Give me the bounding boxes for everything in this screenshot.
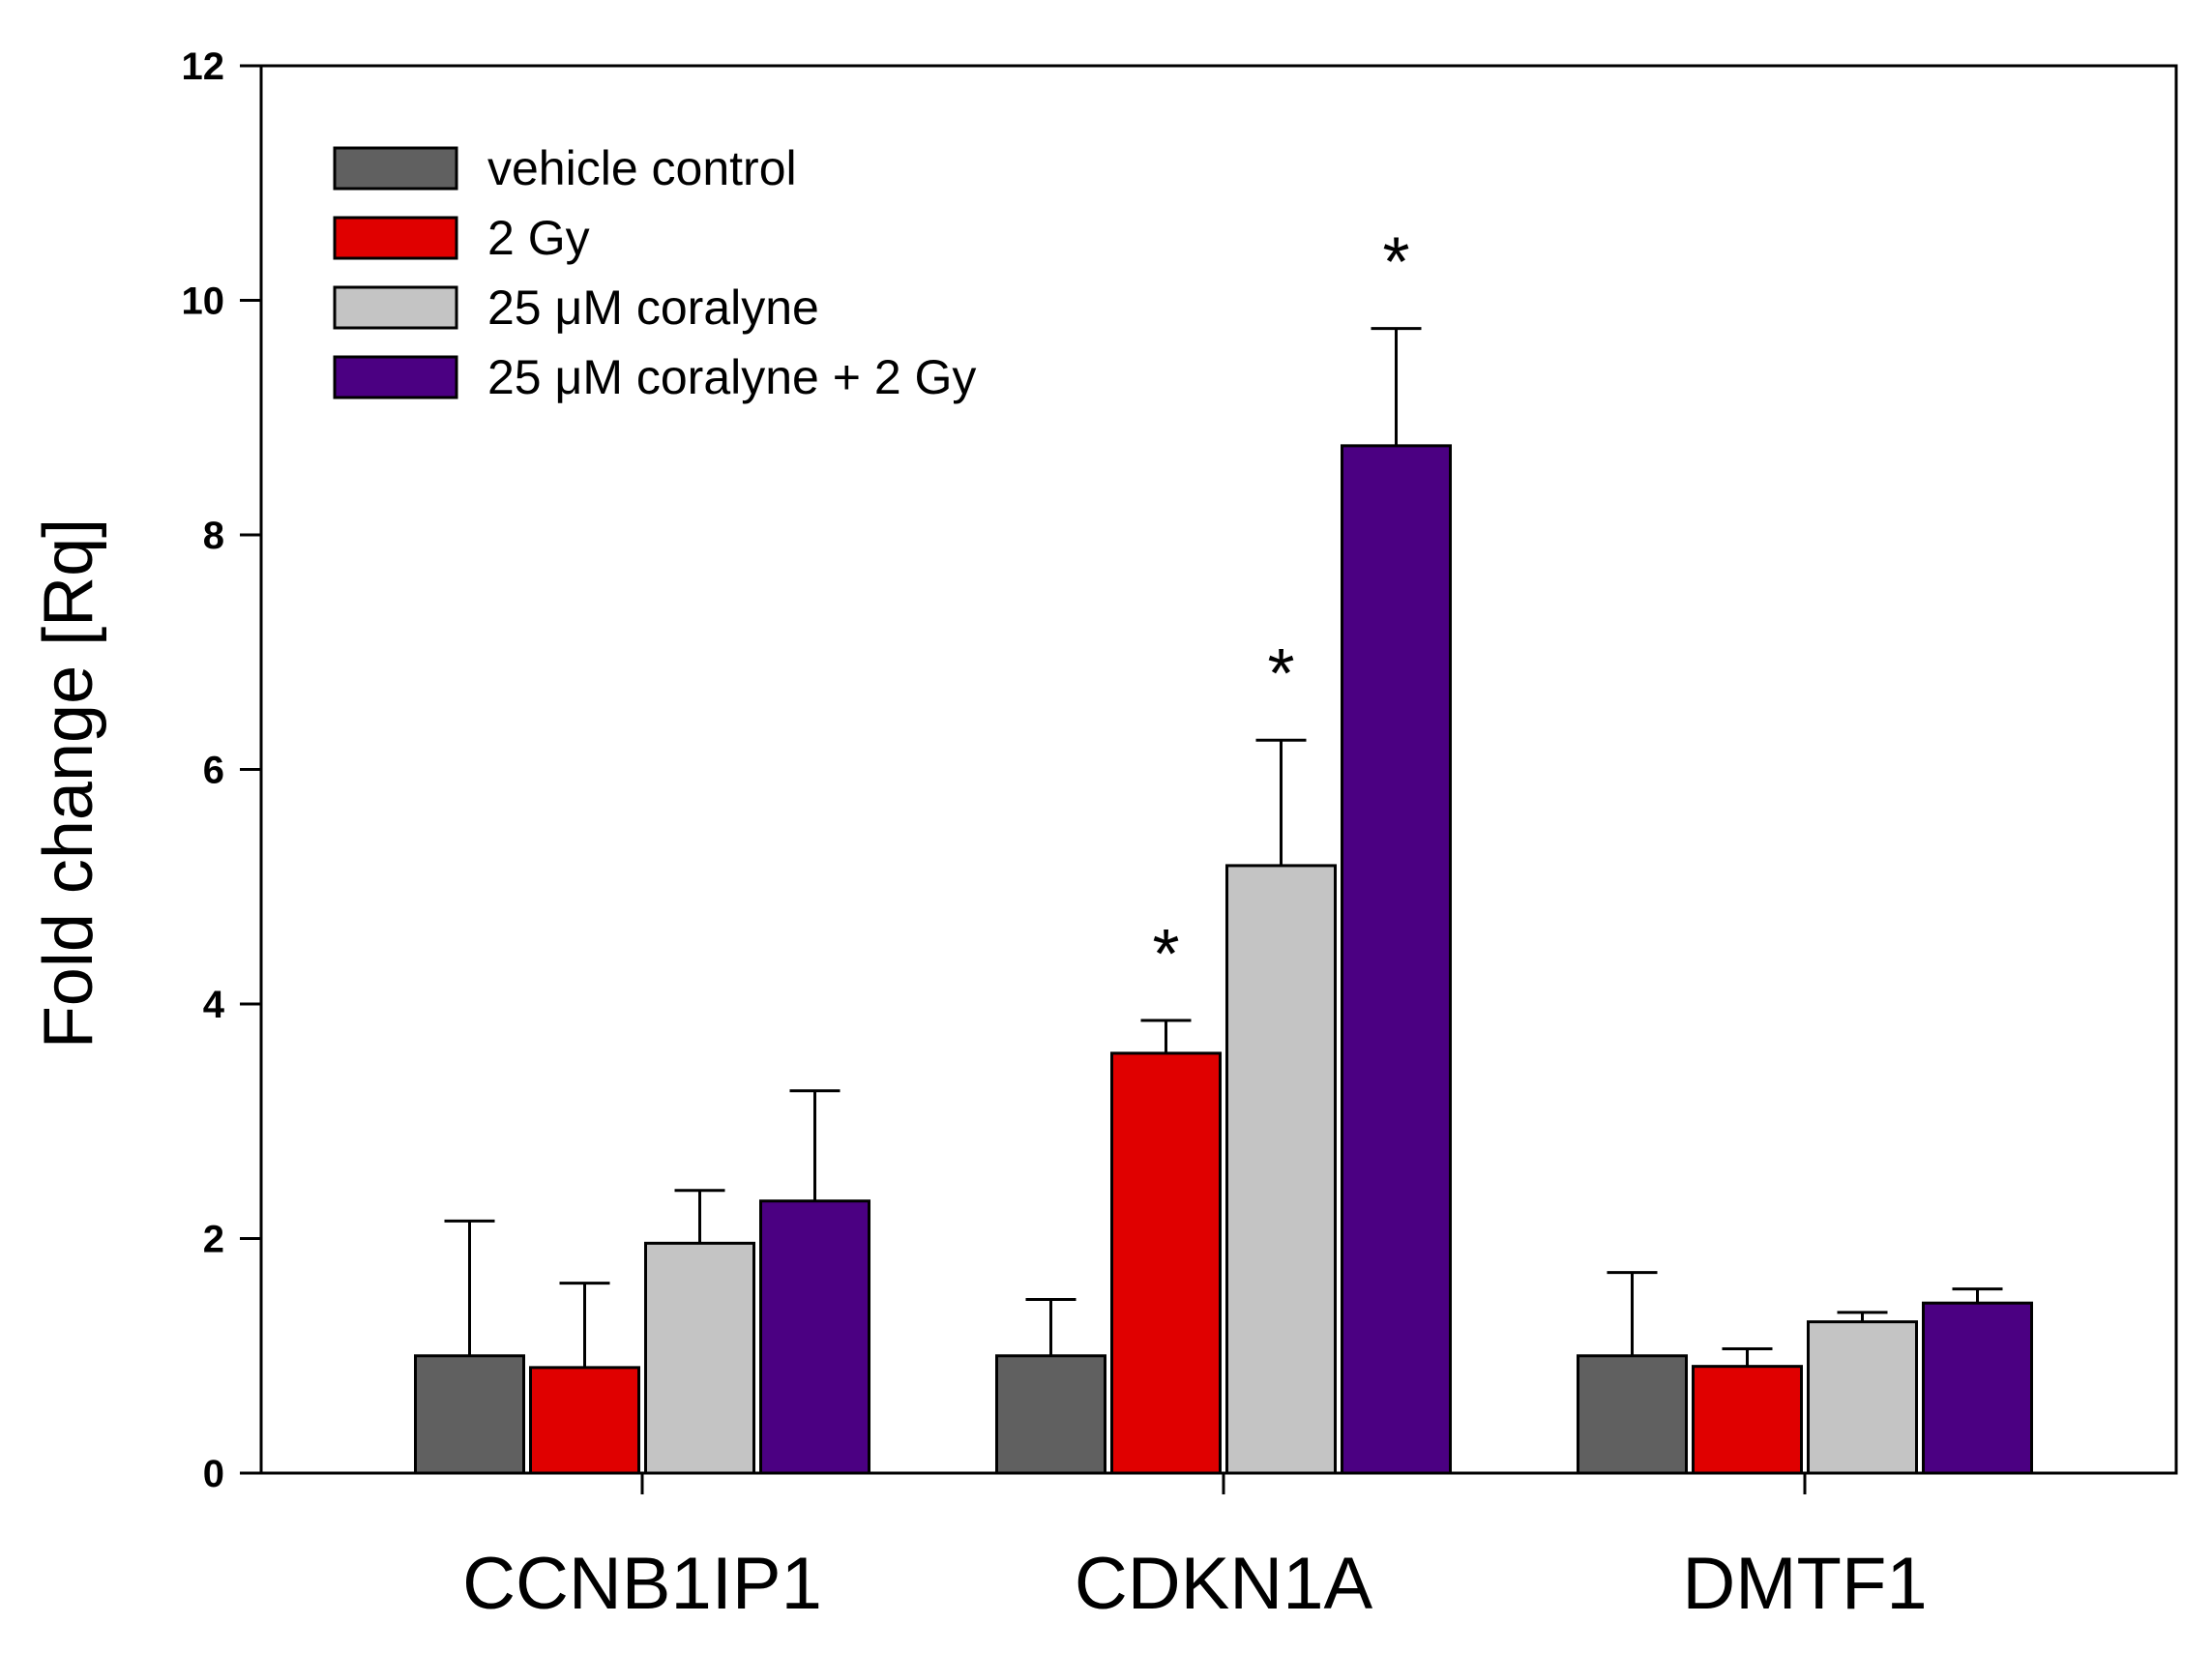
- bar: [529, 1366, 640, 1475]
- significance-marker: *: [1152, 916, 1179, 993]
- legend-label: vehicle control: [487, 141, 797, 195]
- bar: [1110, 1051, 1222, 1475]
- plot-area: * * * 0 2 4 6 8 10 12 CCNB1IP1 CDKN1A DMTF1: [182, 45, 2178, 1625]
- significance-marker: *: [1382, 224, 1409, 302]
- bar: [1922, 1301, 2033, 1475]
- legend-label: 2 Gy: [487, 211, 590, 265]
- legend: vehicle control 2 Gy 25 μM coralyne 25 μM c…: [333, 141, 976, 404]
- y-axis-title: Fold change [Rq]: [30, 518, 107, 1048]
- legend-swatch: [333, 355, 458, 399]
- x-category-label: DMTF1: [1682, 1543, 1927, 1625]
- bar: [1341, 444, 1452, 1475]
- y-tick-label: 12: [182, 45, 225, 88]
- legend-label: 25 μM coralyne: [487, 280, 819, 335]
- x-category-label: CCNB1IP1: [462, 1543, 822, 1625]
- y-tick-label: 2: [203, 1219, 224, 1261]
- y-tick-label: 0: [203, 1453, 224, 1495]
- significance-marker: *: [1267, 635, 1294, 713]
- legend-label: 25 μM coralyne + 2 Gy: [487, 350, 976, 404]
- bar: [414, 1354, 525, 1475]
- legend-swatch: [333, 146, 458, 191]
- bar: [1225, 864, 1337, 1475]
- y-tick-label: 6: [203, 750, 224, 792]
- bar: [759, 1199, 870, 1475]
- bar: [1692, 1365, 1803, 1475]
- legend-swatch: [333, 216, 458, 260]
- x-category-label: CDKN1A: [1075, 1543, 1373, 1625]
- legend-swatch: [333, 285, 458, 330]
- y-tick-label: 4: [203, 984, 225, 1026]
- y-tick-label: 10: [182, 280, 225, 323]
- bar: [1577, 1354, 1688, 1475]
- y-tick-label: 8: [203, 515, 224, 557]
- bar: [995, 1354, 1106, 1475]
- bar: [1807, 1320, 1918, 1475]
- bar: [644, 1241, 755, 1475]
